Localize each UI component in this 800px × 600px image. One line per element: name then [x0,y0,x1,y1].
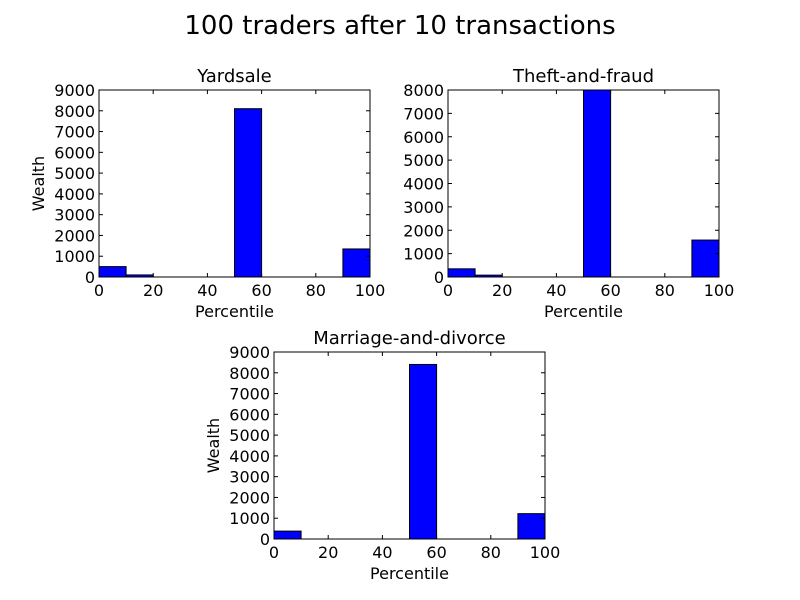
chart-2-bar-50-60 [409,363,438,540]
chart-0-ytick-label: 3000 [54,206,95,225]
chart-1-x-axis-label: Percentile [544,302,623,321]
chart-0-xtick-label: 80 [306,281,326,300]
chart-0-xtick-label: 0 [94,281,104,300]
chart-2-ytick-label: 6000 [229,405,270,424]
chart-2-xtick-label: 100 [530,543,561,562]
chart-0-bar-90-100 [342,248,371,278]
chart-0-ytick-label: 1000 [54,247,95,266]
chart-2-ytick-label: 5000 [229,426,270,445]
chart-0-ytick-label: 4000 [54,185,95,204]
chart-0-ytick-label: 6000 [54,143,95,162]
chart-1-xtick-label: 60 [600,281,620,300]
chart-0-ytick-label: 2000 [54,226,95,245]
chart-2-ytick-label: 8000 [229,364,270,383]
chart-1-ytick-label: 8000 [403,81,444,100]
chart-1-bar-0-10 [447,268,476,278]
chart-0-bar-0-10 [98,266,127,278]
chart-2-xtick-label: 40 [372,543,392,562]
chart-1-xtick-label: 0 [443,281,453,300]
chart-1-ytick-label: 5000 [403,151,444,170]
chart-1-xtick-label: 100 [704,281,735,300]
chart-2-axes-frame [273,351,546,540]
chart-0-ytick-label: 8000 [54,102,95,121]
chart-0-ytick-label: 0 [85,268,95,287]
chart-1-ytick-label: 2000 [403,221,444,240]
chart-2-xtick-label: 80 [481,543,501,562]
chart-0-xtick-label: 40 [197,281,217,300]
chart-0-y-axis-label: Wealth [29,156,48,211]
chart-2-ytick-label: 2000 [229,488,270,507]
chart-0-ytick-label: 7000 [54,123,95,142]
chart-2-bar-90-100 [517,513,546,540]
chart-1-xtick-label: 40 [546,281,566,300]
chart-2-y-axis-label: Wealth [204,418,223,473]
chart-2-xtick-label: 20 [318,543,338,562]
chart-0-xtick-label: 60 [251,281,271,300]
chart-1-title: Theft-and-fraud [512,66,654,87]
chart-0-xtick-label: 20 [143,281,163,300]
chart-2-ytick-label: 4000 [229,447,270,466]
chart-2-x-axis-label: Percentile [370,564,449,583]
chart-1-ytick-label: 0 [434,268,444,287]
chart-2-title: Marriage-and-divorce [313,328,506,349]
chart-2-xtick-label: 0 [269,543,279,562]
chart-theft-and-fraud: 0 20 40 60 80 1000100020003000400050006000700… [403,66,734,321]
chart-2-ytick-label: 7000 [229,385,270,404]
chart-1-xtick-label: 80 [655,281,675,300]
chart-2-xtick-label: 60 [426,543,446,562]
chart-0-axes-frame [98,89,371,278]
chart-0-ytick-label: 9000 [54,81,95,100]
chart-2-ytick-label: 1000 [229,509,270,528]
chart-1-ytick-label: 7000 [403,104,444,123]
chart-2-ytick-label: 9000 [229,343,270,362]
chart-1-bar-90-100 [691,239,720,278]
chart-0-title: Yardsale [196,66,272,87]
chart-0-x-axis-label: Percentile [195,302,274,321]
chart-1-ytick-label: 4000 [403,175,444,194]
chart-1-xtick-label: 20 [492,281,512,300]
chart-1-ytick-label: 6000 [403,128,444,147]
chart-1-bar-50-60 [583,89,612,278]
chart-0-xtick-label: 100 [355,281,386,300]
chart-1-ytick-label: 1000 [403,245,444,264]
chart-2-ytick-label: 3000 [229,468,270,487]
chart-0-bar-50-60 [234,108,263,278]
chart-2-bar-0-10 [273,530,302,540]
chart-yardsale: 0 20 40 60 80 1000100020003000400050006000700… [29,66,385,321]
figure-title: 100 traders after 10 transactions [184,11,615,41]
chart-2-ytick-label: 0 [260,530,270,549]
chart-1-ytick-label: 3000 [403,198,444,217]
chart-0-ytick-label: 5000 [54,164,95,183]
chart-marriage-and-divorce: 0 20 40 60 80 1000100020003000400050006000700… [204,328,560,583]
